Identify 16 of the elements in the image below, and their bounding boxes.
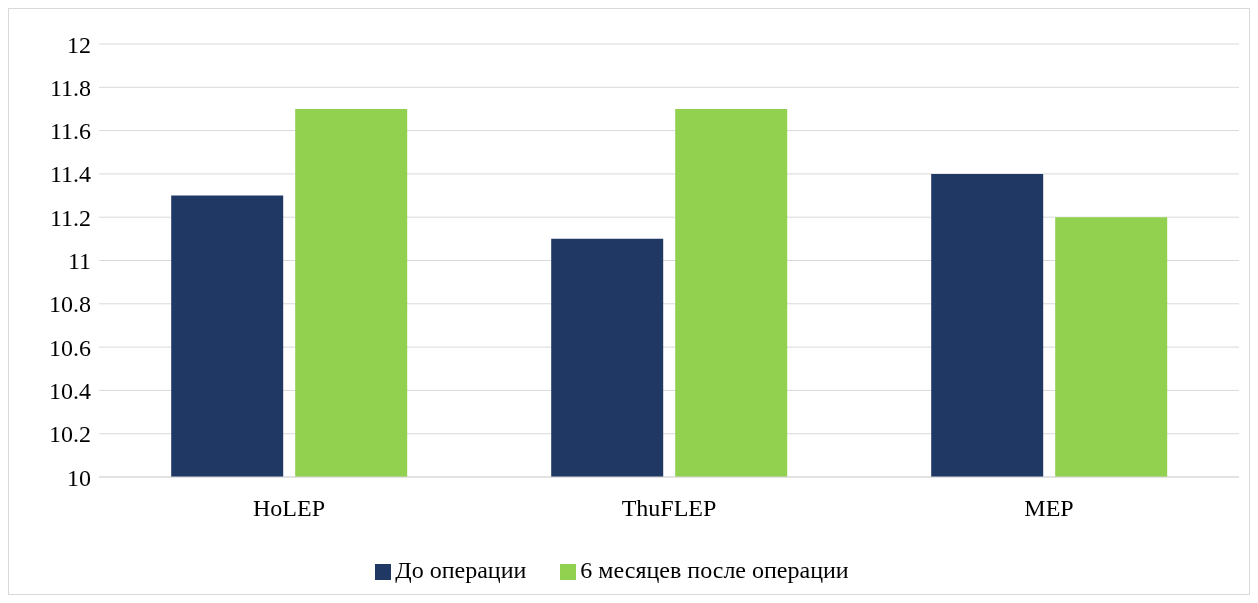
legend-label: 6 месяцев после операции (580, 557, 849, 583)
y-tick-label: 11 (67, 248, 91, 275)
x-tick-label: ThuFLEP (621, 495, 717, 522)
y-tick-label: 11.8 (49, 74, 91, 101)
y-tick-label: 10.6 (49, 334, 91, 361)
legend-label: До операции (395, 557, 527, 583)
y-tick-label: 10 (67, 464, 91, 491)
y-tick-label: 11.4 (49, 161, 91, 188)
y-tick-label: 10.8 (49, 291, 91, 318)
x-tick-label: MEP (1024, 495, 1074, 522)
y-tick-label: 12 (67, 31, 91, 58)
y-tick-label: 11.6 (49, 118, 91, 145)
y-tick-label: 10.4 (49, 377, 91, 404)
x-tick-label: HoLEP (253, 495, 325, 522)
y-tick-label: 11.2 (49, 204, 91, 231)
y-tick-label: 10.2 (49, 421, 91, 448)
